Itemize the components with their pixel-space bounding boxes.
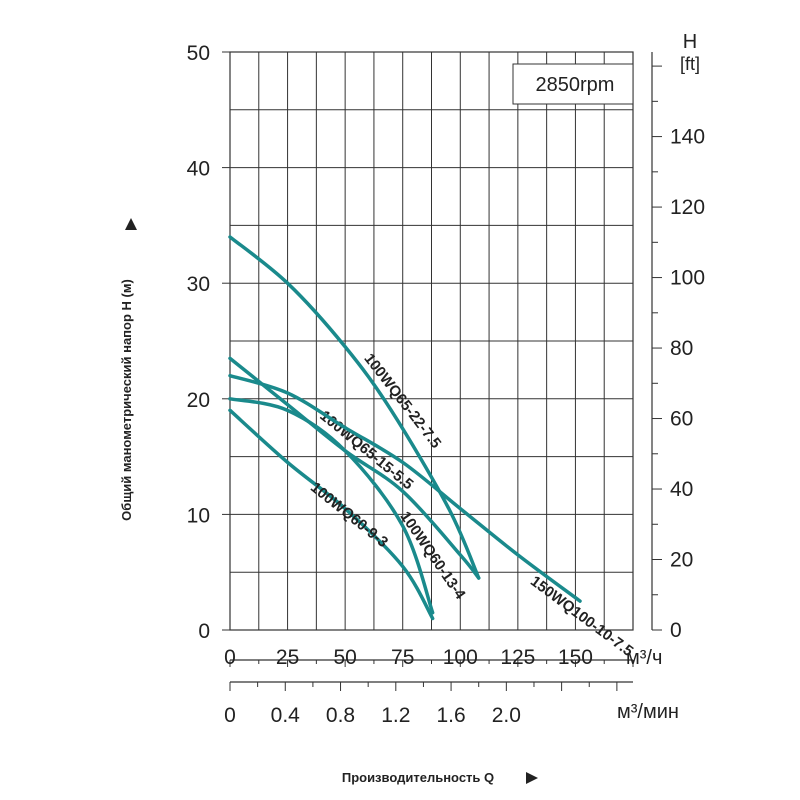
y2-tick-label: 80 (670, 337, 693, 360)
y-tick-label: 30 (187, 273, 210, 296)
right-axis-title: H (683, 31, 697, 53)
x-tick-label: 100 (443, 646, 478, 669)
curve-150WQ100-10-7.5 (228, 373, 582, 603)
x-tick-label: 75 (391, 646, 414, 669)
x-tick-label: 0 (224, 646, 236, 669)
y-tick-label: 10 (187, 504, 210, 527)
curve-100WQ65-22-7.5 (228, 235, 481, 580)
y-tick-label: 0 (198, 620, 210, 643)
x-unit-primary: м³/ч (626, 647, 662, 669)
x-tick-label: 25 (276, 646, 299, 669)
y2-tick-label: 140 (670, 126, 705, 149)
y-tick-label: 20 (187, 389, 210, 412)
right-axis-unit: [ft] (680, 54, 700, 74)
grid (229, 51, 634, 631)
rpm-annotation: 2850rpm (536, 74, 615, 96)
y-tick-label: 50 (187, 42, 210, 65)
rpm-box (512, 63, 634, 105)
tick-labels: 0 10 20 30 40 50 0 20 40 60 80 100 120 140 0 25 50 75 100 1… (187, 42, 705, 727)
x-tick-label: 50 (333, 646, 356, 669)
curve-100WQ65-15-5.5 (228, 356, 481, 580)
curve-100WQ60-9-3 (228, 408, 435, 621)
x-axis-label: Производительность Q (342, 770, 494, 785)
y2-tick-label: 60 (670, 408, 693, 431)
y-axis-label: Общий манометрический напор H (м) (119, 279, 134, 521)
x-tick-label: 150 (558, 646, 593, 669)
x-unit-secondary: м³/мин (617, 701, 679, 723)
y2-tick-label: 40 (670, 478, 693, 501)
plot-frame (229, 51, 634, 631)
y2-tick-label: 120 (670, 196, 705, 219)
x2-tick-label: 0.4 (271, 704, 301, 727)
y-axis-arrow-icon (125, 218, 137, 230)
y2-tick-label: 20 (670, 549, 693, 572)
axes (222, 51, 662, 691)
x-axis-arrow-icon (526, 772, 538, 784)
x2-tick-label: 2.0 (492, 704, 521, 727)
curve-100WQ60-13-4 (228, 397, 435, 615)
x-tick-label: 125 (500, 646, 535, 669)
x2-tick-label: 1.6 (436, 704, 465, 727)
y-tick-label: 40 (187, 158, 210, 181)
x2-tick-label: 1.2 (381, 704, 410, 727)
x2-tick-label: 0.8 (326, 704, 355, 727)
x2-tick-label: 0 (224, 704, 236, 727)
y2-tick-label: 0 (670, 619, 682, 642)
y2-tick-label: 100 (670, 267, 705, 290)
